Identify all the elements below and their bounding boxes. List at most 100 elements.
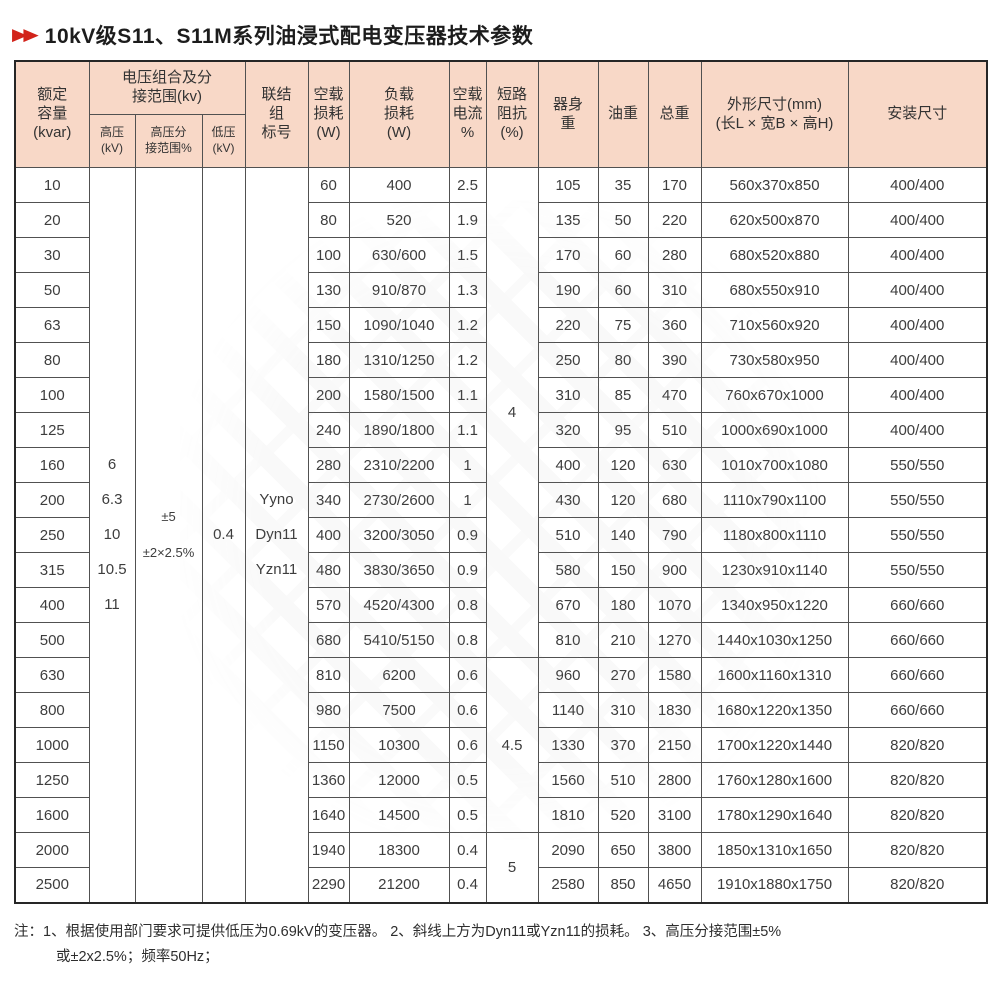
header-oil-weight: 油重 (597, 60, 649, 168)
cell-capacity: 20 (14, 202, 90, 238)
table-row: 20 80 520 1.9 135 50 220 620x500x870 400/400 (14, 202, 988, 238)
header-hv: 高压 (kV) (88, 114, 136, 168)
table-header: 额定 容量 (kvar) 电压组合及分 接范围(kv) 联结 组 标号 空载 损… (14, 60, 988, 168)
cell-capacity: 200 (14, 482, 90, 518)
cell-body-weight: 170 (537, 237, 599, 273)
table-body: 10 6 6.3 10 10.5 11 ±5 ±2×2.5% 0.4 Yyno Dyn1… (14, 167, 988, 903)
cell-load-loss: 2310/2200 (348, 447, 450, 483)
cell-total-weight: 220 (647, 202, 702, 238)
cell-body-weight: 105 (537, 167, 599, 203)
cell-capacity: 1000 (14, 727, 90, 763)
cell-total-weight: 630 (647, 447, 702, 483)
cell-capacity: 63 (14, 307, 90, 343)
cell-no-load-current: 2.5 (448, 167, 487, 203)
cell-no-load-current: 0.6 (448, 692, 487, 728)
cell-no-load-current: 0.5 (448, 762, 487, 798)
cell-capacity: 250 (14, 517, 90, 553)
cell-install: 400/400 (847, 342, 988, 378)
header-capacity: 额定 容量 (kvar) (14, 60, 90, 168)
cell-body-weight: 810 (537, 622, 599, 658)
cell-no-load-current: 0.4 (448, 867, 487, 903)
cell-oil-weight: 150 (597, 552, 649, 588)
cell-no-load-current: 0.9 (448, 517, 487, 553)
cell-install: 550/550 (847, 517, 988, 553)
cell-body-weight: 320 (537, 412, 599, 448)
cell-capacity: 500 (14, 622, 90, 658)
cell-no-load-loss: 240 (307, 412, 350, 448)
cell-capacity: 2000 (14, 832, 90, 868)
cell-no-load-current: 1.1 (448, 377, 487, 413)
cell-oil-weight: 850 (597, 867, 649, 903)
cell-capacity: 1250 (14, 762, 90, 798)
cell-oil-weight: 370 (597, 727, 649, 763)
cell-no-load-loss: 100 (307, 237, 350, 273)
cell-total-weight: 900 (647, 552, 702, 588)
cell-no-load-loss: 200 (307, 377, 350, 413)
cell-oil-weight: 180 (597, 587, 649, 623)
cell-no-load-loss: 340 (307, 482, 350, 518)
cell-no-load-loss: 150 (307, 307, 350, 343)
cell-capacity: 100 (14, 377, 90, 413)
cell-oil-weight: 80 (597, 342, 649, 378)
cell-body-weight: 580 (537, 552, 599, 588)
cell-no-load-current: 1.3 (448, 272, 487, 308)
cell-capacity: 315 (14, 552, 90, 588)
double-arrow-icon: ▶▶ (12, 25, 39, 45)
table-row: 250 400 3200/3050 0.9 510 140 790 1180x800x1110… (14, 517, 988, 553)
page-title: 10kV级S11、S11M系列油浸式配电变压器技术参数 (44, 25, 534, 48)
cell-capacity: 1600 (14, 797, 90, 833)
cell-oil-weight: 140 (597, 517, 649, 553)
cell-load-loss: 10300 (348, 727, 450, 763)
cell-oil-weight: 95 (597, 412, 649, 448)
cell-dimensions: 680x520x880 (700, 237, 849, 273)
cell-load-loss: 2730/2600 (348, 482, 450, 518)
table-row: 630 810 6200 0.6 4.5 960 270 1580 1600x1160x1310… (14, 657, 988, 833)
cell-no-load-current: 0.6 (448, 727, 487, 763)
footnote-line-2: 或±2x2.5%；频率50Hz； (56, 948, 219, 965)
cell-body-weight: 220 (537, 307, 599, 343)
cell-oil-weight: 50 (597, 202, 649, 238)
cell-total-weight: 470 (647, 377, 702, 413)
cell-hv-values: 6 6.3 10 10.5 11 (88, 167, 136, 903)
cell-install: 820/820 (847, 727, 988, 763)
cell-load-loss: 21200 (348, 867, 450, 903)
cell-dimensions: 560x370x850 (700, 167, 849, 203)
cell-body-weight: 960 (537, 657, 599, 693)
cell-dimensions: 1780x1290x1640 (700, 797, 849, 833)
table-row: 63 150 1090/1040 1.2 220 75 360 710x560x920 400/… (14, 307, 988, 343)
cell-tap-range: ±5 ±2×2.5% (134, 167, 203, 903)
cell-install: 660/660 (847, 692, 988, 728)
cell-no-load-loss: 80 (307, 202, 350, 238)
cell-total-weight: 4650 (647, 867, 702, 903)
cell-dimensions: 1910x1880x1750 (700, 867, 849, 903)
cell-install: 660/660 (847, 657, 988, 693)
cell-total-weight: 1270 (647, 622, 702, 658)
cell-impedance: 4 (485, 167, 539, 658)
cell-oil-weight: 85 (597, 377, 649, 413)
cell-no-load-current: 0.4 (448, 832, 487, 868)
table-row: 800 980 7500 0.6 1140 310 1830 1680x1220x1350 66… (14, 692, 988, 728)
cell-oil-weight: 60 (597, 272, 649, 308)
cell-load-loss: 12000 (348, 762, 450, 798)
header-install: 安装尺寸 (847, 60, 988, 168)
cell-install: 660/660 (847, 587, 988, 623)
cell-capacity: 50 (14, 272, 90, 308)
cell-install: 820/820 (847, 832, 988, 868)
cell-total-weight: 1580 (647, 657, 702, 693)
cell-oil-weight: 520 (597, 797, 649, 833)
cell-total-weight: 2800 (647, 762, 702, 798)
cell-total-weight: 360 (647, 307, 702, 343)
cell-no-load-loss: 1640 (307, 797, 350, 833)
cell-no-load-current: 1.1 (448, 412, 487, 448)
cell-impedance: 5 (485, 832, 539, 903)
cell-load-loss: 1890/1800 (348, 412, 450, 448)
header-total-weight: 总重 (647, 60, 702, 168)
header-tap-range: 高压分 接范围% (134, 114, 203, 168)
header-dimensions: 外形尺寸(mm) (长L × 宽B × 高H) (700, 60, 849, 168)
cell-body-weight: 510 (537, 517, 599, 553)
spec-table: 额定 容量 (kvar) 电压组合及分 接范围(kv) 联结 组 标号 空载 损… (14, 60, 988, 904)
cell-no-load-current: 1.2 (448, 342, 487, 378)
cell-dimensions: 760x670x1000 (700, 377, 849, 413)
table-row: 2500 2290 21200 0.4 2580 850 4650 1910x1880x175… (14, 867, 988, 903)
